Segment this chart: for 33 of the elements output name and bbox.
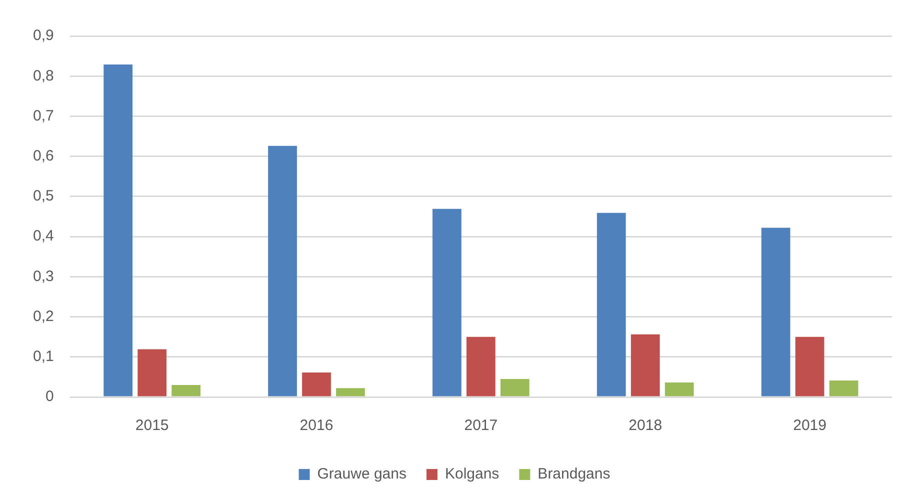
y-tick-label: 0,3 xyxy=(32,268,54,285)
y-tick-label: 0,1 xyxy=(32,348,54,366)
bar xyxy=(104,64,133,396)
bar xyxy=(466,336,496,396)
x-tick-label: 2018 xyxy=(628,417,662,434)
bar xyxy=(172,384,200,396)
legend-label: Grauwe gans xyxy=(317,466,406,483)
bar xyxy=(829,380,858,396)
y-tick-label: 0,6 xyxy=(32,147,54,164)
x-tick-label: 2015 xyxy=(135,417,169,434)
bar xyxy=(302,372,331,396)
bar xyxy=(596,212,626,396)
x-tick-label: 2019 xyxy=(793,417,826,434)
y-tick-label: 0,4 xyxy=(32,228,54,245)
bar xyxy=(664,382,694,396)
y-tick-label: 0,7 xyxy=(32,107,54,124)
y-tick-label: 0 xyxy=(46,388,54,406)
bar xyxy=(138,349,167,396)
y-tick-label: 0,2 xyxy=(32,308,54,325)
y-tick-label: 0,9 xyxy=(32,27,54,44)
bar xyxy=(795,336,824,396)
bar xyxy=(630,334,660,396)
bar xyxy=(761,228,790,396)
legend-label: Kolgans xyxy=(444,466,500,483)
legend-label: Brandgans xyxy=(538,466,610,483)
bar xyxy=(268,146,297,396)
x-tick-label: 2016 xyxy=(300,417,334,434)
y-tick-label: 0,5 xyxy=(32,188,54,205)
x-tick-label: 2017 xyxy=(464,417,498,434)
y-tick-label: 0,8 xyxy=(32,67,54,84)
bar xyxy=(500,378,530,396)
bar xyxy=(336,388,365,396)
bar xyxy=(432,208,462,396)
